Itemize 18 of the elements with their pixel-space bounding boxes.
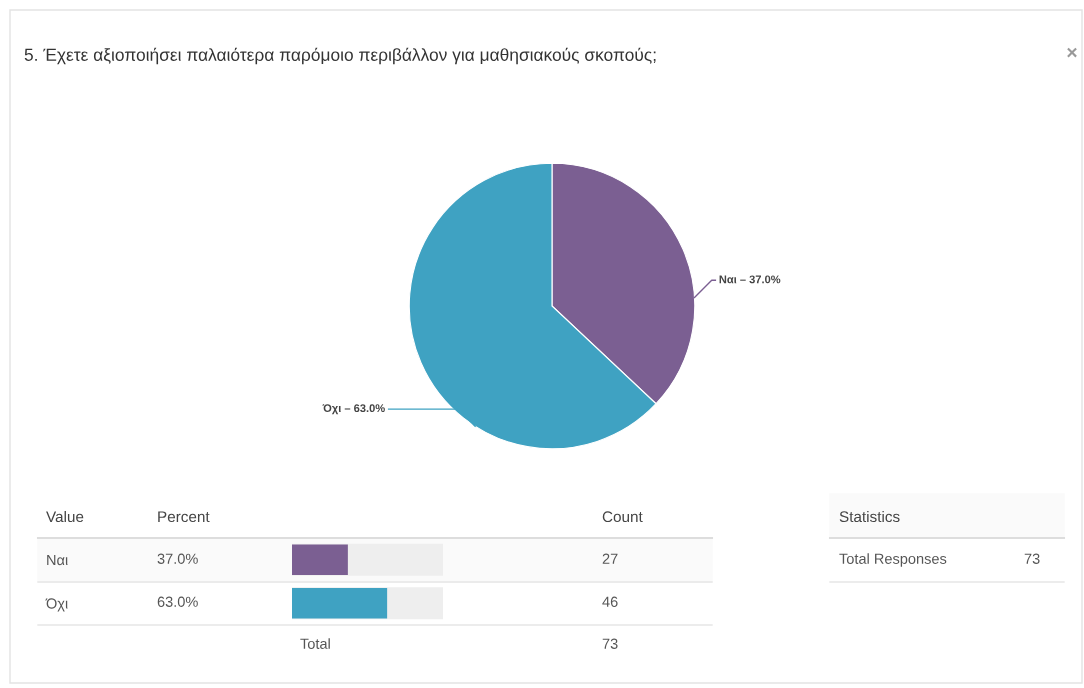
y-tick-label: Ναι [47,555,68,566]
text: Value [46,510,84,523]
slice-label: Όχι – 63.0% [322,404,385,415]
text: Total Responses [839,553,947,567]
text: 73 [1024,553,1040,564]
slice-label: Ναι – 37.0% [719,275,781,284]
text: 46 [602,596,618,607]
text: 73 [602,638,618,649]
text: Total [300,638,330,649]
text: 27 [602,553,618,564]
chart-title: 5. Έχετε αξιοποιήσει παλαιότερα παρόμοιο περιβάλλον για μαθησιακούς σκοπούς; [24,47,656,65]
data-label: 63.0% [157,596,198,607]
data-label: 37.0% [157,553,198,564]
text: Percent [158,511,210,523]
text: Statistics [839,510,900,523]
y-tick-label: Όχι [45,598,68,612]
text: Count [602,511,643,523]
text: × [1067,47,1077,58]
